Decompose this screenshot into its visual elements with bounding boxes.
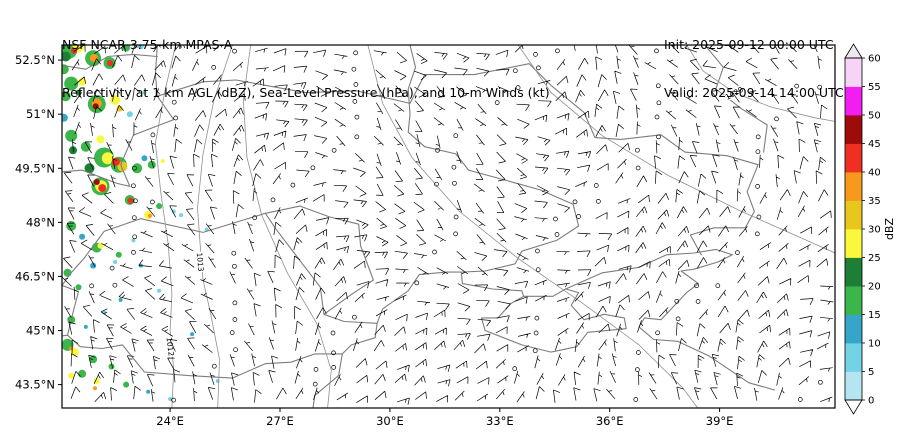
colorbar-tick-label: 60 (868, 54, 881, 65)
lon-tick-label: 24°E (156, 414, 184, 428)
figure-header-left: NSF NCAR 3.75-km MPAS-A Reflectivity at … (62, 5, 550, 133)
lat-tick-label: 52.5°N (15, 53, 55, 67)
colorbar-under-arrow (844, 399, 863, 415)
map-borders-layer (62, 45, 776, 408)
colorbar: 0 5 10 15 20 25 30 35 40 45 50 55 60 dBZ (844, 43, 896, 415)
model-title: NSF NCAR 3.75-km MPAS-A (62, 37, 233, 52)
lat-tick-label: 51°N (26, 107, 55, 121)
colorbar-tick-label: 40 (868, 168, 881, 179)
contour-label: 1012 (164, 337, 175, 357)
lon-tick-label: 27°E (266, 414, 294, 428)
contour-label: 1013 (195, 252, 206, 272)
colorbar-tick-label: 5 (868, 367, 874, 378)
lat-tick-label: 43.5°N (15, 378, 55, 392)
lon-tick-label: 30°E (376, 414, 404, 428)
colorbar-tick-label: 20 (868, 282, 881, 293)
init-time: Init: 2025-09-12 00:00 UTC (664, 37, 834, 52)
lat-tick-label: 46.5°N (15, 269, 55, 283)
lat-tick-label: 48°N (26, 215, 55, 229)
colorbar-label: dBZ (883, 218, 896, 241)
colorbar-tick-label: 10 (868, 339, 881, 350)
lat-tick-label: 45°N (26, 324, 55, 338)
reflectivity-layer (62, 45, 220, 401)
valid-time: Valid: 2025-09-14 14:00 UTC (664, 85, 844, 100)
plot-subtitle: Reflectivity at 1 km AGL (dBZ), Sea-Leve… (62, 85, 550, 100)
colorbar-tick-label: 50 (868, 111, 881, 122)
axis-ticks: 52.5°N 51°N 49.5°N 48°N 46.5°N 45°N 43.5°N 24°E… (15, 53, 733, 428)
lon-tick-label: 36°E (596, 414, 624, 428)
colorbar-tick-label: 25 (868, 253, 881, 264)
plot-frame (61, 44, 836, 409)
lon-tick-label: 39°E (706, 414, 734, 428)
wind-barbs-layer (62, 45, 834, 405)
lat-tick-label: 49.5°N (15, 161, 55, 175)
colorbar-tick-label: 45 (868, 139, 881, 150)
calm-wind-circles (89, 48, 823, 403)
colorbar-over-arrow (844, 43, 863, 59)
colorbar-tick-label: 35 (868, 196, 881, 207)
colorbar-tick-label: 30 (868, 225, 881, 236)
colorbar-tick-label: 15 (868, 310, 881, 321)
colorbar-tick-label: 0 (868, 396, 874, 407)
colorbar-tick-label: 55 (868, 82, 881, 93)
lon-tick-label: 33°E (486, 414, 514, 428)
figure-header-right: Init: 2025-09-12 00:00 UTC Valid: 2025-0… (664, 5, 844, 133)
